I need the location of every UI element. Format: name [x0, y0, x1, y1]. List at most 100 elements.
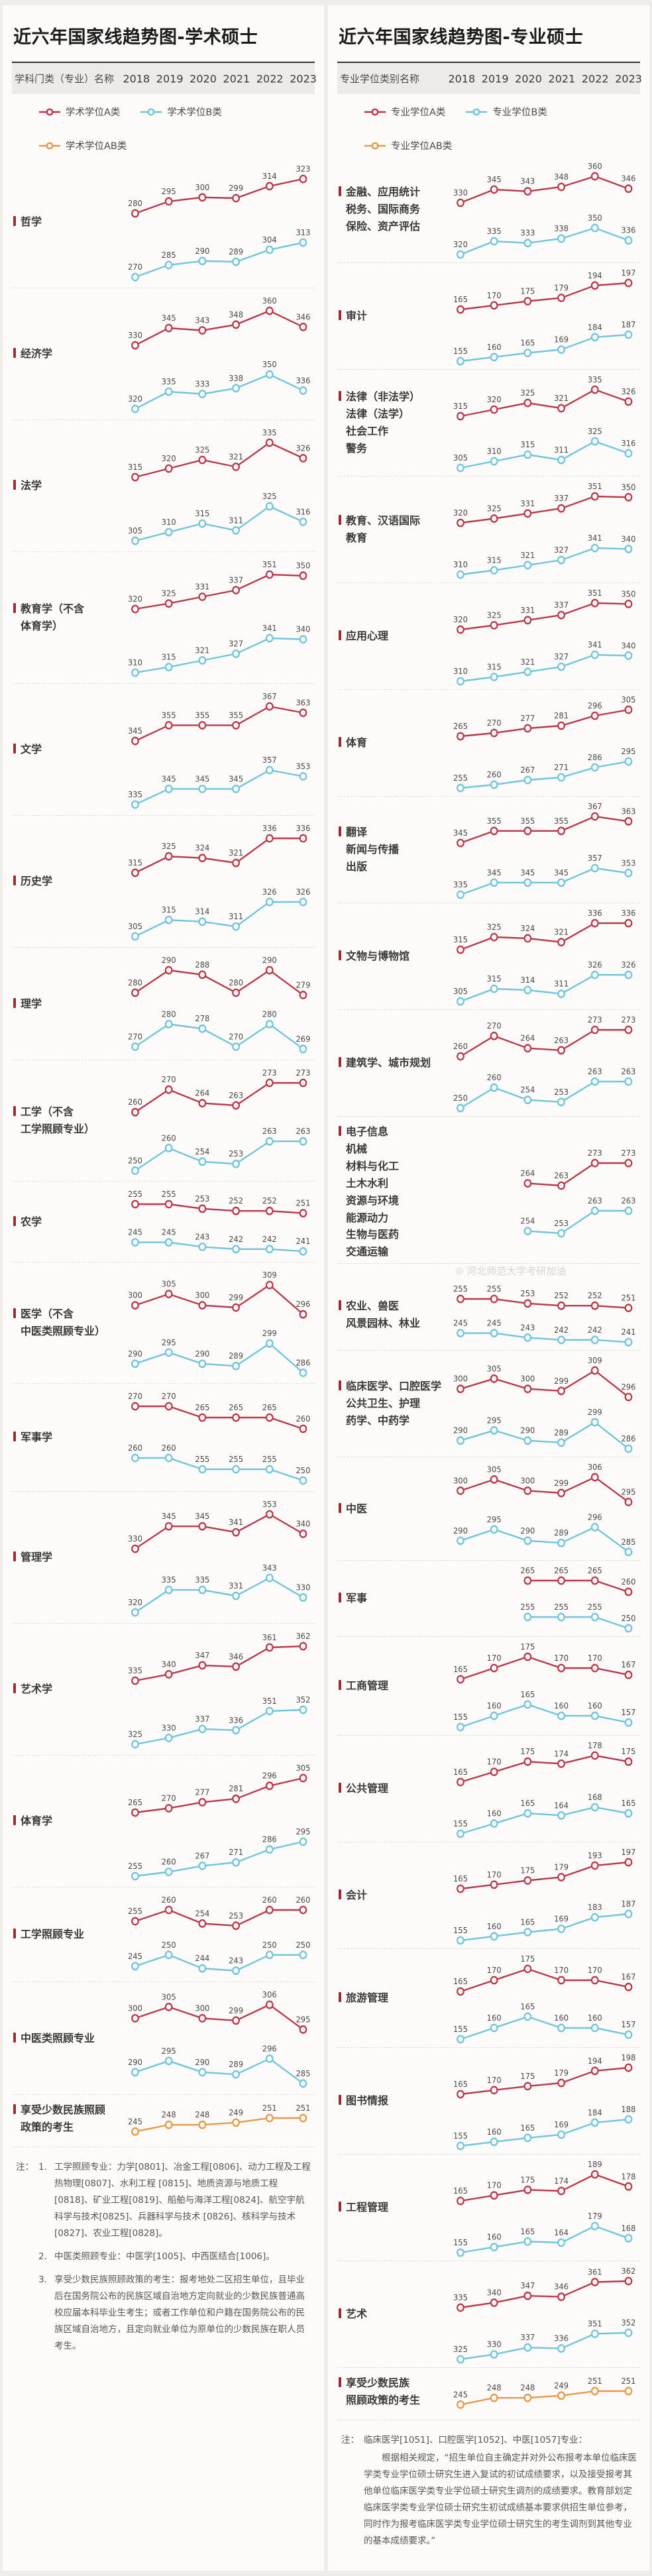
series-b-class-point [265, 1707, 274, 1716]
data-point-value: 311 [554, 979, 569, 989]
data-point-value: 331 [520, 605, 535, 615]
data-point-value: 346 [296, 312, 310, 322]
category-marker [13, 1551, 16, 1562]
legend-item-b: 专业学位B类 [465, 105, 547, 119]
series-b-class-line [460, 974, 629, 1003]
series-b-class-point [164, 387, 173, 396]
trend-chart: 245 248 248 249 251 251 [445, 2371, 640, 2412]
series-b-class-line [135, 1241, 303, 1253]
data-point-value: 335 [162, 1575, 176, 1585]
category-marker [339, 310, 341, 321]
category-marker [339, 2202, 341, 2212]
data-point-value: 170 [554, 1653, 569, 1663]
series-b-class-point [198, 2068, 207, 2077]
series-a-class-point [131, 473, 139, 482]
series-a-class-point [131, 1676, 139, 1685]
data-point-value: 165 [520, 2227, 535, 2237]
chart-row: 农学 255 255 253 252 252 251 245 245 243 242 242 241 [12, 1181, 315, 1262]
data-point-value: 175 [520, 2175, 535, 2185]
series-a-class-point [557, 1386, 565, 1396]
data-point-value: 315 [520, 440, 535, 450]
series-b-class-line [135, 2058, 304, 2084]
data-point-value: 325 [128, 1730, 142, 1740]
series-b-class-point [232, 1726, 240, 1735]
data-point-value: 350 [588, 213, 602, 223]
series-a-class-point [198, 2014, 207, 2023]
data-point-value: 285 [621, 1538, 635, 1547]
category-marker [13, 875, 16, 886]
series-b-class-line [460, 867, 629, 896]
category-marker [339, 630, 341, 641]
series-b-class-point [557, 878, 565, 887]
data-point-value: 270 [487, 1021, 502, 1031]
data-point-value: 338 [229, 373, 243, 383]
series-a-class-point [557, 1488, 565, 1498]
series-b-class-point [557, 1097, 565, 1107]
data-point-value: 327 [554, 545, 569, 555]
series-a-class-point [590, 1976, 599, 1985]
data-point-value: 345 [520, 868, 535, 877]
data-point-value: 243 [520, 1323, 535, 1333]
legend-label: 专业学位B类 [492, 107, 547, 118]
category-label: 临床医学、口腔医学 公共卫生、护理 药学、中药学 [337, 1371, 445, 1436]
series-b-class-point [624, 1206, 633, 1215]
series-a-class-line [460, 2173, 629, 2202]
data-point-value: 263 [262, 1127, 277, 1137]
series-b-class-point [232, 922, 240, 931]
series-b-class-point [198, 1861, 207, 1870]
trend-chart: 280 295 300 299 314 323 270 285 290 289 304 313 [119, 156, 315, 288]
series-b-class-point [457, 1829, 464, 1838]
series-a-class-point [299, 454, 307, 463]
series-b-class-point [299, 238, 307, 247]
data-point-value: 281 [229, 1784, 243, 1794]
data-point-value: 348 [229, 309, 243, 319]
series-b-class-point [265, 1950, 274, 1960]
series-b-class-point [523, 1226, 532, 1235]
data-point-value: 338 [554, 224, 569, 234]
data-point-value: 260 [453, 1042, 468, 1052]
trend-chart: 345 355 355 355 367 363 335 345 345 345 357 353 [445, 797, 640, 903]
chart-row: 军事 265 265 265 260 255 255 255 250 [337, 1560, 640, 1636]
series-b-class-point [265, 897, 274, 907]
data-point-value: 305 [487, 1364, 502, 1374]
data-point-value: 165 [621, 1799, 635, 1809]
category-name: 工程管理 [346, 2201, 389, 2214]
series-b-class-point [164, 1238, 173, 1247]
year-label: 2021 [223, 72, 250, 85]
category-marker [339, 1992, 341, 2003]
data-point-value: 355 [229, 710, 243, 720]
series-b-class-point [590, 970, 599, 980]
series-ab-class-point [198, 2120, 207, 2129]
chart-row: 教育、汉语国际 教育 320 325 331 337 351 350 310 315 321 327 3… [337, 476, 640, 583]
data-point-value: 281 [554, 711, 569, 721]
series-b-class-point [265, 245, 274, 254]
data-point-value: 306 [262, 1990, 277, 2000]
data-point-value: 300 [128, 2003, 142, 2013]
series-a-class-point [590, 1751, 599, 1760]
series-b-class-point [557, 455, 565, 465]
data-point-value: 352 [296, 1695, 310, 1705]
series-b-class-point [232, 1361, 240, 1371]
series-b-class-point [299, 897, 307, 907]
footnote-prefix: 注： [341, 2435, 359, 2446]
series-a-class-point [164, 1402, 173, 1411]
series-a-class-line [460, 2280, 629, 2309]
category-name: 法律（非法学） 法律（法学） 社会工作 警务 [346, 390, 421, 455]
series-a-class-point [557, 1873, 565, 1882]
category-name: 旅游管理 [346, 1991, 389, 2005]
series-a-class-point [557, 1181, 565, 1190]
trend-chart-svg: 300 305 300 299 306 295 290 295 290 289 296 285 [453, 1463, 635, 1557]
series-a-class-line [135, 309, 303, 347]
data-point-value: 325 [487, 504, 502, 514]
data-point-value: 330 [128, 331, 142, 341]
series-a-class-line [135, 1513, 304, 1550]
data-point-value: 325 [487, 923, 502, 932]
data-point-value: 255 [453, 1284, 468, 1294]
series-a-class-point [590, 812, 599, 821]
data-point-value: 340 [487, 2288, 502, 2298]
series-a-class-point [490, 621, 498, 630]
data-point-value: 305 [621, 695, 635, 705]
data-point-value: 296 [262, 1771, 277, 1781]
data-point-value: 321 [195, 645, 209, 655]
category-label: 文物与博物馆 [337, 941, 445, 972]
